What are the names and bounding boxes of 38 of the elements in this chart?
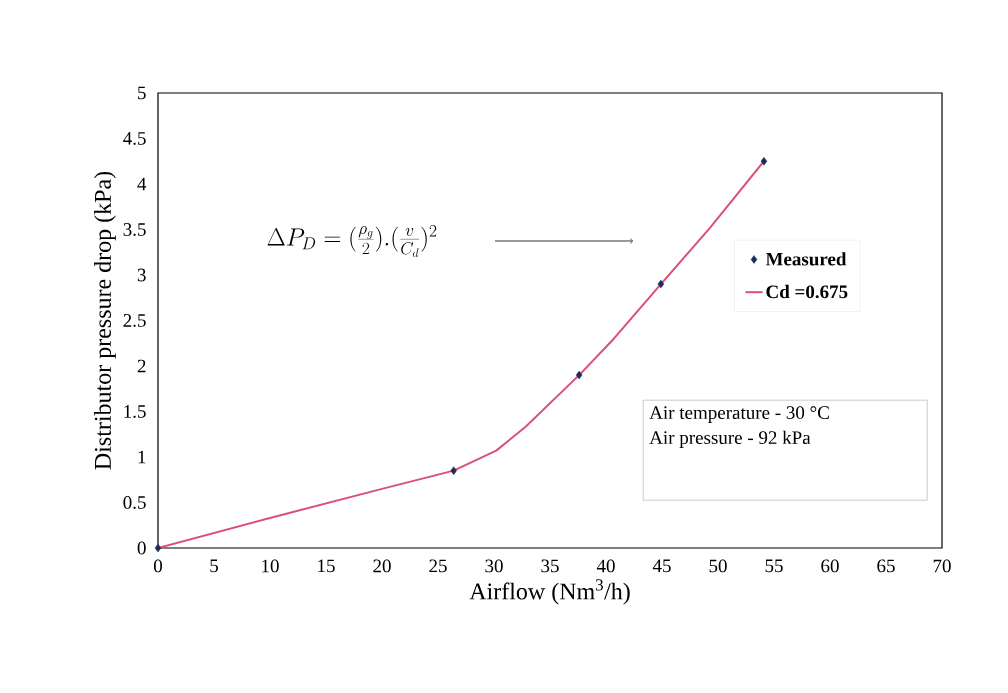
y-tick-label: 1 bbox=[138, 450, 146, 464]
y-tick-label: 0.5 bbox=[123, 496, 146, 509]
x-axis-title: Airflow (Nm$^{3}$/h) bbox=[469, 579, 630, 605]
x-tick-label: 10 bbox=[262, 559, 279, 573]
x-tick-label: 35 bbox=[541, 559, 559, 573]
y-tick-label: 5 bbox=[138, 86, 146, 100]
annotation: Air temperature - 30 °C bbox=[649, 406, 829, 423]
x-tick-label: 50 bbox=[709, 559, 727, 573]
y-tick-label: 2.5 bbox=[123, 314, 146, 327]
legend-label: Measured bbox=[765, 252, 847, 266]
legend-label: Cd =0.675 bbox=[766, 284, 848, 299]
x-tick-label: 25 bbox=[429, 559, 447, 573]
y-tick-label: 4.5 bbox=[123, 132, 146, 145]
x-tick-label: 15 bbox=[318, 559, 335, 573]
x-tick-label: 55 bbox=[765, 559, 783, 573]
point bbox=[450, 466, 457, 475]
annotation: $\Delta P_D = (\frac{\rho_g}{2}).(\frac{v}{C_d})^2$ bbox=[267, 225, 437, 257]
x-tick-label: 45 bbox=[652, 559, 671, 573]
y-tick-label: 3.5 bbox=[123, 223, 146, 236]
y-tick-label: 1.5 bbox=[124, 405, 146, 418]
x-tick-label: 20 bbox=[373, 559, 391, 573]
point bbox=[575, 370, 583, 380]
point bbox=[154, 543, 162, 553]
annotation: Air pressure - 92 kPa bbox=[649, 430, 811, 448]
x-tick-label: 70 bbox=[933, 559, 951, 573]
x-tick-label: 65 bbox=[877, 559, 895, 573]
point bbox=[760, 157, 768, 166]
x-tick-label: 40 bbox=[596, 559, 615, 573]
x-tick-label: 60 bbox=[821, 559, 839, 573]
x-tick-label: 0 bbox=[153, 559, 163, 573]
point bbox=[657, 279, 665, 289]
y-axis-title: Distributor pressure drop (kPa) bbox=[94, 171, 116, 470]
y-tick-label: 4 bbox=[137, 177, 147, 191]
y-tick-label: 0 bbox=[137, 541, 146, 555]
y-tick-label: 2 bbox=[137, 359, 146, 373]
x-tick-label: 5 bbox=[210, 559, 218, 573]
x-tick-label: 30 bbox=[485, 559, 503, 573]
y-tick-label: 3 bbox=[137, 268, 146, 282]
